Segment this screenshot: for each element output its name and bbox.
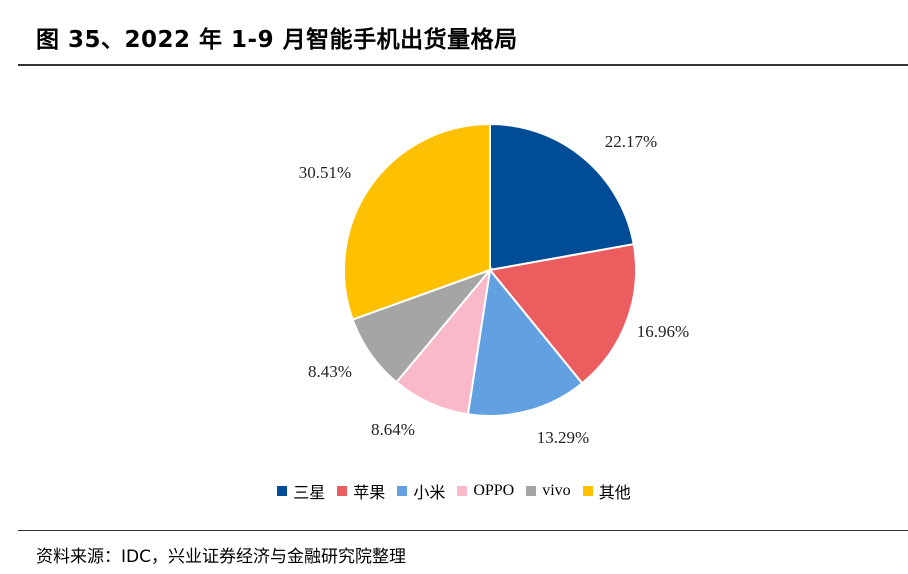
- legend-item: 小米: [397, 479, 445, 503]
- legend-item: OPPO: [457, 482, 514, 500]
- legend-swatch: [277, 486, 288, 496]
- legend-item: 苹果: [337, 479, 385, 503]
- legend-label: 苹果: [353, 485, 386, 502]
- legend-label: 小米: [413, 485, 446, 502]
- legend-label: 三星: [293, 485, 326, 502]
- pie-chart: 22.17% 16.96% 13.29% 8.64% 8.43% 30.51%: [299, 122, 689, 447]
- pie-slice-2: [488, 243, 637, 385]
- pie-slice-6: [342, 122, 491, 321]
- pie-slices: [342, 122, 637, 417]
- legend-swatch: [397, 486, 408, 496]
- slice-value-label: 16.96%: [637, 322, 689, 341]
- slice-value-label: 30.51%: [299, 163, 351, 182]
- pie-slice-1: [489, 122, 635, 272]
- pie-slice-3: [466, 267, 584, 417]
- legend-label: OPPO: [473, 482, 515, 499]
- source-divider: [18, 530, 908, 531]
- slice-value-label: 22.17%: [605, 132, 657, 151]
- legend-label: 其他: [598, 485, 631, 502]
- legend-swatch: [457, 486, 468, 496]
- slice-value-label: 13.29%: [537, 428, 589, 447]
- legend-item: 三星: [277, 479, 325, 503]
- chart-legend: 三星 苹果 小米 OPPO vivo 其他: [0, 479, 908, 503]
- legend-item: vivo: [526, 482, 571, 500]
- legend-swatch: [337, 486, 348, 496]
- slice-value-label: 8.64%: [371, 420, 415, 439]
- pie-labels: 22.17% 16.96% 13.29% 8.64% 8.43% 30.51%: [299, 132, 689, 447]
- slice-value-label: 8.43%: [308, 362, 352, 381]
- source-note: 资料来源：IDC，兴业证券经济与金融研究院整理: [36, 547, 406, 567]
- legend-label: vivo: [542, 482, 571, 499]
- chart-title: 图 35、2022 年 1-9 月智能手机出货量格局: [36, 27, 518, 53]
- legend-swatch: [582, 486, 593, 496]
- legend-swatch: [526, 486, 537, 496]
- legend-item: 其他: [582, 479, 631, 503]
- title-divider: [18, 64, 908, 66]
